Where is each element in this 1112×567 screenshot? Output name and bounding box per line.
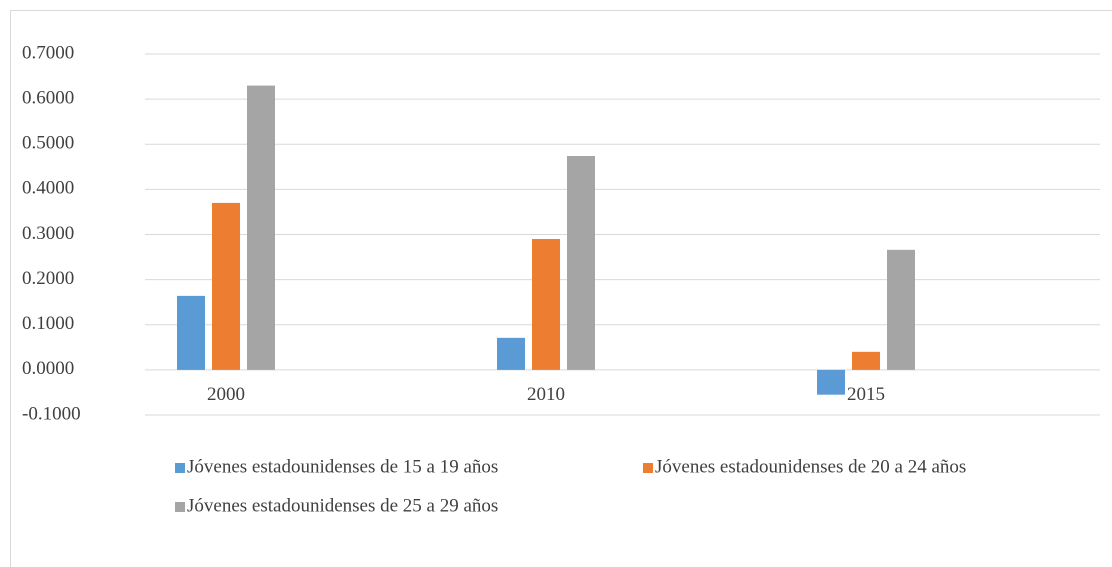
legend-swatch	[175, 463, 185, 473]
y-tick-label: 0.7000	[22, 42, 74, 63]
bar	[212, 202, 240, 370]
y-tick-label: 0.2000	[22, 268, 74, 289]
y-tick-label: 0.4000	[22, 178, 74, 199]
x-tick-label: 2000	[207, 384, 245, 405]
y-tick-label: -0.1000	[22, 403, 81, 424]
y-tick-label: 0.0000	[22, 358, 74, 379]
bar	[852, 351, 880, 370]
bar	[497, 337, 525, 370]
bar	[817, 369, 845, 395]
y-tick-label: 0.3000	[22, 223, 74, 244]
bar	[567, 155, 595, 370]
bar	[247, 85, 275, 370]
chart-border	[10, 10, 1112, 567]
bar	[177, 295, 205, 370]
bar	[887, 249, 915, 370]
legend-label: Jóvenes estadounidenses de 15 a 19 años	[187, 456, 498, 477]
bar	[532, 239, 560, 370]
legend-label: Jóvenes estadounidenses de 20 a 24 años	[655, 456, 966, 477]
legend-swatch	[175, 502, 185, 512]
x-tick-label: 2010	[527, 384, 565, 405]
x-tick-label: 2015	[847, 384, 885, 405]
y-tick-label: 0.5000	[22, 133, 74, 154]
y-tick-label: 0.1000	[22, 313, 74, 334]
legend-swatch	[643, 463, 653, 473]
legend-label: Jóvenes estadounidenses de 25 a 29 años	[187, 495, 498, 516]
y-tick-label: 0.6000	[22, 87, 74, 108]
